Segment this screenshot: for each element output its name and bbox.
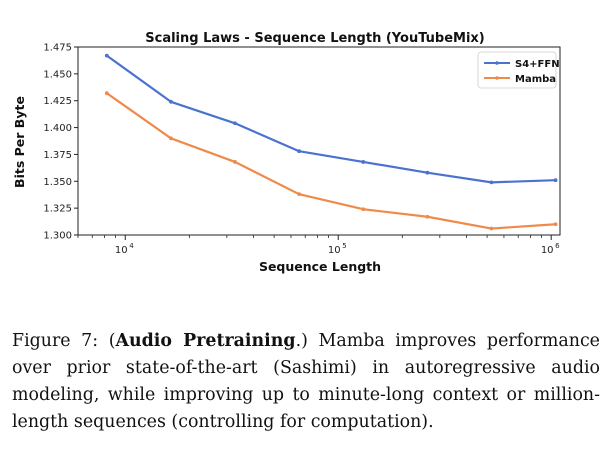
plot-frame — [77, 46, 561, 236]
legend-label-s4ffn: S4+FFN — [515, 59, 560, 70]
y-tick-label: 1.300 — [43, 231, 72, 242]
x-axis-label: Sequence Length — [259, 259, 381, 274]
caption-text: .) Mamba improves performance over prior… — [12, 331, 600, 432]
figure-caption: Figure 7: (Audio Pretraining.) Mamba imp… — [12, 328, 600, 436]
series-lines — [104, 53, 558, 231]
data-point-s4ffn — [553, 178, 558, 183]
data-point-s4ffn — [233, 121, 237, 126]
data-point-s4ffn — [297, 149, 302, 154]
legend-label-mamba: Mamba — [515, 74, 556, 85]
x-tick-label: 10 — [115, 245, 128, 256]
x-tick-label-exponent: 6 — [555, 242, 560, 250]
caption-prefix: Figure 7: ( — [12, 331, 116, 351]
data-point-mamba — [233, 160, 237, 164]
y-tick-label: 1.425 — [43, 96, 72, 107]
x-tick-label: 10 — [328, 245, 341, 256]
series-line-mamba — [105, 92, 557, 230]
data-point-s4ffn — [104, 53, 109, 58]
y-axis-label: Bits Per Byte — [12, 96, 27, 188]
legend-marker-mamba — [495, 76, 499, 80]
y-tick-label: 1.475 — [43, 43, 72, 54]
data-point-mamba — [104, 91, 109, 96]
x-tick-label: 10 — [541, 245, 554, 256]
data-point-mamba — [361, 207, 366, 212]
y-tick-label: 1.450 — [43, 69, 72, 80]
data-point-mamba — [553, 222, 558, 227]
data-point-mamba — [425, 214, 430, 219]
caption-bold-title: Audio Pretraining — [115, 331, 296, 351]
chart-title: Scaling Laws - Sequence Length (YouTubeM… — [145, 31, 485, 46]
data-point-s4ffn — [361, 160, 366, 164]
data-point-s4ffn — [169, 99, 173, 104]
x-tick-label-exponent: 4 — [129, 242, 134, 250]
data-point-s4ffn — [489, 180, 494, 185]
y-tick-label: 1.350 — [43, 177, 72, 188]
y-tick-label: 1.375 — [43, 150, 72, 161]
data-point-s4ffn — [425, 170, 430, 175]
y-tick-label: 1.400 — [43, 123, 72, 134]
x-tick-label-exponent: 5 — [342, 242, 346, 250]
data-point-mamba — [489, 226, 494, 231]
y-tick-label: 1.325 — [43, 204, 72, 215]
data-point-mamba — [169, 136, 173, 141]
legend: S4+FFN Mamba — [477, 51, 560, 89]
data-point-mamba — [297, 192, 302, 197]
figure: Scaling Laws - Sequence Length (YouTubeM… — [12, 31, 561, 274]
line-chart: Scaling Laws - Sequence Length (YouTubeM… — [12, 31, 561, 274]
legend-marker-s4ffn — [495, 61, 499, 65]
series-line-s4ffn — [105, 54, 557, 184]
